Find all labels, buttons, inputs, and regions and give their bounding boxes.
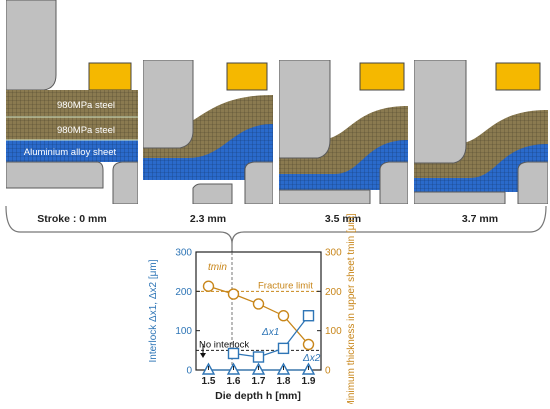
stroke-caption-0: Stroke : 0 mm: [37, 213, 106, 225]
right-tick-label: 0: [325, 366, 331, 377]
data-point-square: [252, 351, 265, 363]
sheet-label-lower-steel: 980MPa steel: [57, 125, 115, 136]
mesh-overlay: [279, 140, 408, 190]
simulation-panel-0: 980MPa steel 980MPa steel Aluminium allo…: [6, 0, 138, 204]
simulation-panel-2: [279, 60, 408, 204]
x-tick-label: 1.6: [227, 376, 241, 387]
data-point-square: [227, 347, 240, 360]
x-axis-title: Die depth h [mm]: [215, 390, 301, 402]
mesh-overlay: [6, 90, 138, 162]
arrow-down-icon: [200, 353, 206, 358]
data-point-square: [302, 310, 315, 322]
die-right-shape: [112, 161, 138, 204]
stroke-caption-3: 3.7 mm: [462, 213, 498, 225]
left-tick-label: 200: [175, 287, 192, 298]
tick-layer: 0 0 100 100 200 200 300 300 1.5 1.6 1.7 1.8 1.9: [175, 248, 342, 388]
chart: 0 0 100 100 200 200 300 300 1.5 1.6 1.7 1.8 1.9 Frac…: [148, 213, 357, 408]
simulation-panel-3: [414, 60, 548, 204]
left-tick-label: 100: [175, 326, 192, 337]
mesh-overlay: [143, 124, 273, 180]
die-bottom-shape: [192, 183, 233, 204]
left-axis-title: Interlock Δx1, Δx2 [μm]: [148, 259, 159, 362]
die-right-shape: [517, 161, 548, 204]
mesh-overlay: [414, 144, 548, 192]
x-tick-label: 1.7: [252, 376, 266, 387]
dx1-label: Δx1: [261, 327, 279, 338]
simulation-panel-1: [143, 60, 273, 204]
blank-holder-shape: [226, 62, 268, 91]
left-tick-label: 300: [175, 248, 192, 259]
right-tick-label: 300: [325, 248, 342, 259]
right-axis-title: Minimum thickness in upper sheet tmin [μ…: [346, 213, 357, 404]
no-interlock-label: No interlock: [199, 339, 249, 350]
punch-shape: [279, 60, 331, 159]
blank-holder-shape: [359, 62, 405, 91]
die-right-shape: [244, 161, 273, 204]
data-point-circle: [277, 310, 290, 322]
data-point-square: [277, 342, 290, 355]
punch-shape: [414, 60, 467, 164]
blank-holder-shape: [88, 62, 132, 91]
die-left-shape: [6, 161, 104, 189]
die-bottom-shape: [414, 191, 506, 204]
sheet-label-upper-steel: 980MPa steel: [57, 100, 115, 111]
sheet-label-aluminium: Aluminium alloy sheet: [24, 147, 117, 158]
x-tick-label: 1.5: [202, 376, 216, 387]
data-point-circle: [227, 288, 240, 300]
dx2-label: Δx2: [302, 353, 321, 364]
data-point-circle: [302, 338, 315, 351]
series-line-square: [233, 315, 310, 358]
fracture-limit-label: Fracture limit: [258, 280, 313, 291]
tmin-label: tmin: [208, 262, 227, 273]
stroke-caption-1: 2.3 mm: [190, 213, 226, 225]
x-tick-label: 1.8: [277, 376, 291, 387]
left-tick-label: 0: [186, 366, 192, 377]
die-right-shape: [379, 161, 408, 204]
data-point-circle: [252, 298, 265, 310]
blank-holder-shape: [495, 62, 541, 91]
punch-shape: [6, 0, 57, 91]
data-point-circle: [202, 280, 215, 292]
right-axis-title-group: Minimum thickness in upper sheet tmin [μ…: [346, 213, 357, 408]
die-bottom-shape: [279, 189, 371, 204]
stroke-caption-2: 3.5 mm: [325, 213, 361, 225]
punch-shape: [143, 60, 194, 149]
right-tick-label: 200: [325, 287, 342, 298]
brace: [5, 205, 547, 245]
right-tick-label: 100: [325, 326, 342, 337]
x-tick-label: 1.9: [302, 376, 316, 387]
